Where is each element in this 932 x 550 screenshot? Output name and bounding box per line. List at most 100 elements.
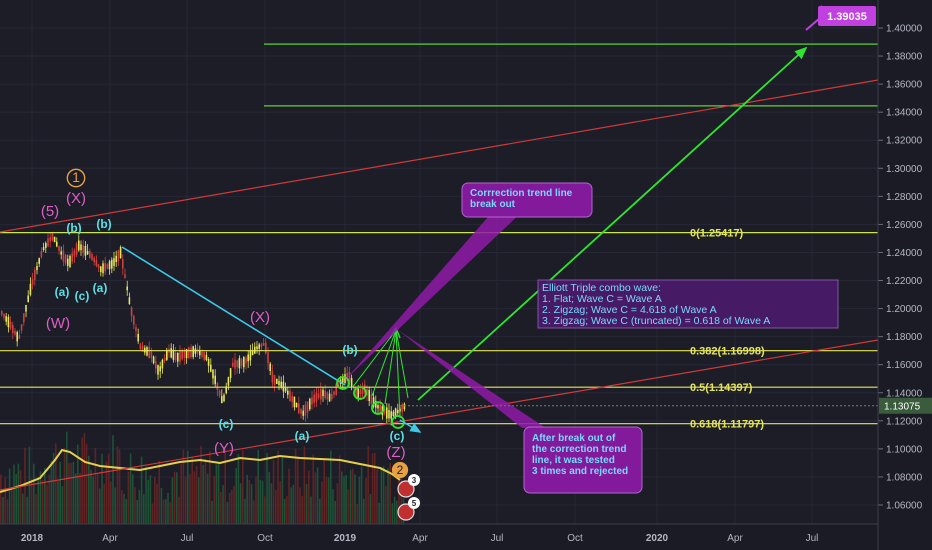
candle-body — [357, 388, 359, 398]
volume-bar — [138, 490, 141, 524]
candle-body — [157, 365, 159, 375]
candle-body — [216, 382, 219, 391]
volume-bar — [275, 490, 277, 524]
price-tick-label: 1.16000 — [886, 360, 923, 371]
candle-body — [368, 390, 370, 401]
current-price-value: 1.13075 — [884, 402, 921, 413]
volume-bar — [246, 474, 248, 524]
candle-body — [397, 409, 399, 414]
volume-bar — [255, 476, 257, 524]
wave-label: (c) — [390, 429, 405, 443]
time-tick-label: 2020 — [646, 533, 669, 544]
target-price-value: 1.39035 — [827, 11, 867, 23]
candle-body — [111, 259, 113, 269]
volume-bar — [74, 473, 77, 524]
volume-bar — [220, 491, 222, 524]
candle-body — [130, 307, 133, 317]
candle-body — [148, 347, 150, 359]
price-tick-label: 1.38000 — [886, 52, 923, 63]
volume-bar — [26, 496, 28, 524]
volume-bar — [195, 465, 198, 524]
volume-bar — [244, 498, 246, 524]
candle-body — [141, 345, 144, 352]
retest-circle — [371, 401, 385, 415]
volume-bar — [352, 468, 354, 524]
event-count-badge — [408, 474, 420, 486]
lower-trend-line — [0, 339, 879, 491]
candle-body — [214, 375, 216, 385]
volume-bar — [330, 450, 332, 524]
candle-body — [172, 349, 175, 360]
event-flag-icon[interactable] — [397, 503, 415, 521]
volume-bar — [374, 453, 376, 524]
volume-bar — [358, 476, 361, 524]
elliott-item: 1. Flat; Wave C = Wave A — [542, 293, 662, 305]
candle-body — [150, 351, 153, 359]
candle-body — [20, 324, 23, 331]
time-axis: 2018 Apr Jul Oct 2019 Apr Jul Oct 2020 Apr Jul — [0, 523, 878, 544]
volume-bar — [101, 453, 103, 524]
event-count: 3 — [412, 476, 417, 485]
volume-bar — [233, 485, 235, 524]
candle-body — [293, 396, 296, 408]
volume-bar — [198, 477, 200, 524]
elliott-info-box — [537, 279, 839, 329]
volume-bar — [299, 487, 301, 524]
volume-bar — [167, 492, 169, 524]
wave-label: (a) — [55, 285, 70, 299]
volume-bar — [305, 483, 308, 524]
price-tick-label: 1.30000 — [886, 164, 923, 175]
volume-bar — [77, 444, 79, 524]
price-tick-label: 1.28000 — [886, 192, 923, 203]
volume-bar — [239, 483, 242, 524]
volume-bar — [112, 435, 114, 524]
event-count-badge — [408, 497, 420, 509]
retest-fan-line — [371, 329, 397, 397]
candle-body — [174, 352, 177, 361]
volume-bar — [323, 458, 325, 524]
price-tick-label: 1.34000 — [886, 108, 923, 119]
volume-bar — [369, 493, 372, 524]
price-tick-label: 1.22000 — [886, 276, 923, 287]
candle-body — [135, 327, 137, 331]
candle-body — [350, 377, 353, 387]
volume-bar — [213, 475, 215, 524]
volume-bar — [57, 480, 59, 524]
candle-body — [359, 389, 362, 394]
candle-body — [403, 403, 406, 410]
volume-bar — [204, 458, 207, 524]
volume-bar — [272, 460, 275, 524]
volume-bar — [191, 456, 193, 524]
volume-bar — [180, 464, 182, 524]
chart-overlays: 0(1.25417) 0.382(1.16998) 0.5(1.14397) 0.61… — [0, 5, 879, 521]
price-tick-label: 1.40000 — [886, 24, 923, 35]
candle-body — [115, 255, 117, 262]
candle-body — [370, 394, 373, 404]
candle-body — [97, 264, 100, 268]
time-tick-label: Oct — [257, 533, 273, 544]
volume-bar — [312, 454, 314, 524]
candle-body — [36, 265, 38, 271]
candle-body — [152, 356, 155, 364]
candle-body — [117, 250, 120, 262]
time-tick-label: Jul — [806, 533, 819, 544]
after-break-callout-pointer — [398, 330, 546, 428]
candle-body — [179, 351, 181, 362]
candle-body — [181, 351, 183, 360]
volume-bar — [400, 472, 402, 524]
target-price-tag — [818, 6, 876, 26]
volume-bar — [294, 448, 297, 524]
event-flag-icon[interactable] — [397, 480, 415, 498]
volume-bar — [292, 484, 295, 524]
candle-body — [60, 251, 62, 255]
candle-body — [86, 251, 89, 255]
retest-fan-line — [395, 329, 409, 399]
volume-bar — [44, 467, 46, 524]
candle-body — [7, 316, 10, 328]
wave-label: 1 — [72, 169, 80, 185]
candle-body — [342, 377, 344, 383]
wave-label: (5) — [41, 203, 59, 220]
volume-bar — [158, 460, 160, 524]
candle-body — [324, 390, 326, 398]
volume-bar — [72, 461, 75, 524]
